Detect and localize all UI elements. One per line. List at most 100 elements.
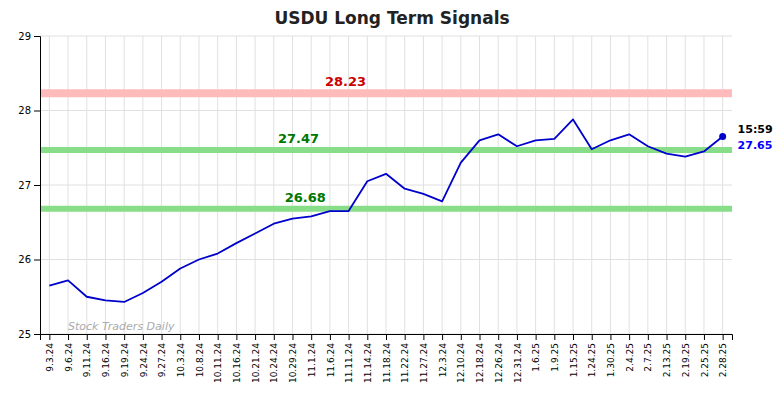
tick-mark bbox=[180, 334, 181, 340]
tick: 11.11.24 bbox=[344, 334, 354, 383]
tick-mark bbox=[386, 334, 387, 340]
tick-mark bbox=[292, 334, 293, 340]
tick-label: 10.16.24 bbox=[232, 343, 242, 383]
tick-mark bbox=[517, 334, 518, 340]
tick-label: 11.27.24 bbox=[419, 343, 429, 383]
tick: 2.4.25 bbox=[625, 334, 635, 372]
tick-mark bbox=[723, 334, 724, 340]
tick: 12.3.24 bbox=[438, 334, 448, 377]
tick-label: 11.22.24 bbox=[400, 343, 410, 383]
watermark: Stock Traders Daily bbox=[68, 320, 175, 333]
tick-label: 12.26.24 bbox=[494, 343, 504, 383]
tick: 10.29.24 bbox=[288, 334, 298, 383]
grid-line bbox=[591, 36, 592, 334]
tick-label: 9.3.24 bbox=[45, 343, 55, 372]
tick: 2.19.25 bbox=[681, 334, 691, 377]
tick-mark bbox=[87, 334, 88, 340]
grid-line bbox=[666, 36, 667, 334]
tick: 1.9.25 bbox=[550, 334, 560, 372]
tick-mark bbox=[367, 334, 368, 340]
tick-mark bbox=[461, 334, 462, 340]
tick-label: 11.14.24 bbox=[363, 343, 373, 383]
tick-label: 12.10.24 bbox=[456, 343, 466, 383]
tick: 10.24.24 bbox=[269, 334, 279, 383]
grid-line bbox=[386, 36, 387, 334]
tick: 11.22.24 bbox=[400, 334, 410, 383]
grid-line bbox=[292, 36, 293, 334]
tick-mark bbox=[34, 36, 40, 37]
grid bbox=[40, 36, 732, 334]
tick-label: 12.31.24 bbox=[513, 343, 523, 383]
grid-line bbox=[161, 36, 162, 334]
tick-label: 9.16.24 bbox=[101, 343, 111, 378]
tick-mark bbox=[34, 185, 40, 186]
tick-mark bbox=[34, 111, 40, 112]
tick: 11.27.24 bbox=[419, 334, 429, 383]
grid-line bbox=[610, 36, 611, 334]
grid-line bbox=[255, 36, 256, 334]
tick: 27 bbox=[18, 180, 40, 191]
grid-line bbox=[367, 36, 368, 334]
tick-label: 29 bbox=[18, 31, 31, 42]
tick-mark bbox=[423, 334, 424, 340]
annotations: 28.2327.4726.6815:5927.65Stock Traders D… bbox=[68, 74, 773, 333]
grid-line bbox=[404, 36, 405, 334]
tick: 11.14.24 bbox=[363, 334, 373, 383]
grid-line bbox=[554, 36, 555, 334]
tick-label: 2.25.25 bbox=[700, 343, 710, 377]
tick: 2.28.25 bbox=[718, 334, 728, 377]
plot-area: 25262728299.3.249.6.249.11.249.16.249.19… bbox=[18, 31, 772, 383]
tick: 12.18.24 bbox=[475, 334, 485, 383]
grid-line bbox=[142, 36, 143, 334]
tick: 12.31.24 bbox=[513, 334, 523, 383]
marks bbox=[40, 93, 732, 302]
grid-line bbox=[105, 36, 106, 334]
tick-label: 28 bbox=[18, 105, 31, 116]
axis-line bbox=[41, 335, 733, 341]
tick-mark bbox=[218, 334, 219, 340]
reference-label: 28.23 bbox=[325, 74, 366, 89]
tick-mark bbox=[143, 334, 144, 340]
tick-mark bbox=[34, 334, 40, 335]
grid-line bbox=[198, 36, 199, 334]
tick: 1.6.25 bbox=[531, 334, 541, 372]
tick-label: 2.4.25 bbox=[625, 343, 635, 372]
chart: USDU Long Term Signals25262728299.3.249.… bbox=[0, 0, 784, 398]
tick: 10.11.24 bbox=[213, 334, 223, 383]
grid-line bbox=[311, 36, 312, 334]
tick-label: 1.30.25 bbox=[606, 343, 616, 377]
tick-mark bbox=[667, 334, 668, 340]
tick-mark bbox=[648, 334, 649, 340]
tick-label: 1.9.25 bbox=[550, 343, 560, 372]
tick: 11.6.24 bbox=[326, 334, 336, 377]
grid-line bbox=[498, 36, 499, 334]
tick-mark bbox=[68, 334, 69, 340]
grid-line bbox=[68, 36, 69, 334]
tick: 28 bbox=[18, 105, 40, 116]
title: USDU Long Term Signals bbox=[274, 8, 509, 28]
grid-line bbox=[703, 36, 704, 334]
grid-line bbox=[180, 36, 181, 334]
grid-line bbox=[86, 36, 87, 334]
tick-label: 9.27.24 bbox=[157, 343, 167, 378]
tick-label: 10.29.24 bbox=[288, 343, 298, 383]
tick-mark bbox=[199, 334, 200, 340]
grid-line bbox=[516, 36, 517, 334]
grid-line bbox=[479, 36, 480, 334]
reference-line bbox=[40, 147, 732, 153]
tick-mark bbox=[592, 334, 593, 340]
tick-mark bbox=[704, 334, 705, 340]
tick: 26 bbox=[18, 254, 40, 265]
tick: 2.13.25 bbox=[662, 334, 672, 377]
tick-label: 10.3.24 bbox=[176, 343, 186, 378]
tick: 9.6.24 bbox=[64, 334, 74, 372]
tick-label: 1.24.25 bbox=[587, 343, 597, 377]
grid-line bbox=[629, 36, 630, 334]
reference-label: 27.47 bbox=[278, 131, 319, 146]
tick: 9.24.24 bbox=[139, 334, 149, 377]
grid-line bbox=[460, 36, 461, 334]
tick-label: 12.18.24 bbox=[475, 343, 485, 383]
tick-mark bbox=[274, 334, 275, 340]
tick-label: 26 bbox=[18, 254, 31, 265]
tick-mark bbox=[162, 334, 163, 340]
